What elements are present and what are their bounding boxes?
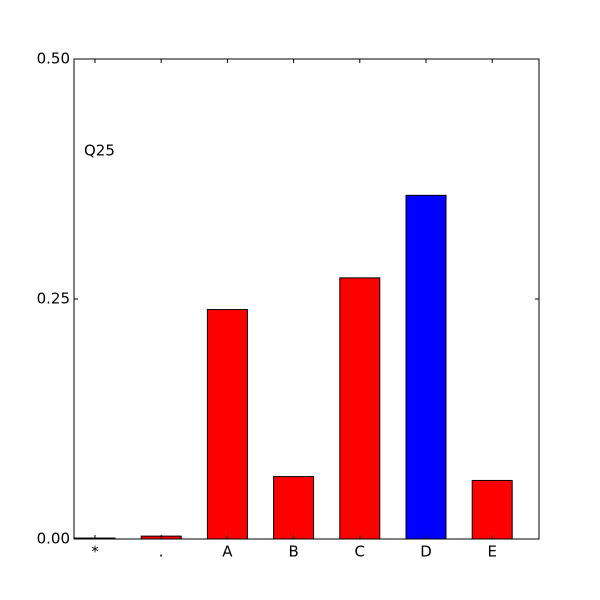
- y-tick-label: 0.00: [37, 530, 70, 548]
- bar: [471, 479, 513, 540]
- plot-frame: [73, 58, 540, 540]
- bar: [206, 309, 248, 540]
- y-tick-label: 0.50: [37, 50, 70, 68]
- x-tick-label: C: [355, 543, 365, 561]
- x-tick-label: E: [487, 543, 496, 561]
- bar: [339, 277, 381, 540]
- x-tick-label: D: [420, 543, 432, 561]
- y-tick-label: 0.25: [37, 290, 70, 308]
- bar: [273, 476, 315, 540]
- x-tick-label: B: [288, 543, 298, 561]
- annotation: Q25: [84, 142, 115, 160]
- x-tick-label: *: [91, 543, 99, 561]
- bar: [405, 194, 447, 540]
- x-tick-label: A: [222, 543, 233, 561]
- x-tick-label: .: [159, 543, 164, 561]
